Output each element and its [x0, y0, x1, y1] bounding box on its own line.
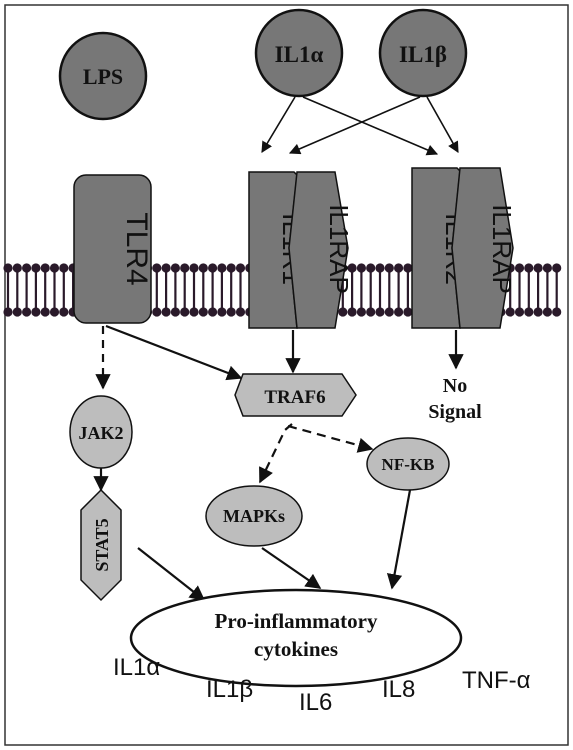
- lipid-head-inner: [226, 307, 236, 317]
- jak2-label: JAK2: [79, 423, 124, 443]
- cytokine-il1a: IL1α: [113, 654, 160, 681]
- lipid-head-inner: [22, 307, 32, 317]
- ligand-binding-arrows: [261, 96, 459, 156]
- lps-label: LPS: [83, 64, 123, 89]
- cytokine-arrows: [137, 489, 412, 601]
- il1rap-receptor-1: IL1RAP: [288, 171, 354, 329]
- lipid-head-outer: [524, 263, 534, 273]
- lipid-head-inner: [59, 307, 69, 317]
- lipid-head-inner: [524, 307, 534, 317]
- traf6-branch-arrows: [259, 423, 374, 484]
- stat5-node: STAT5: [80, 488, 122, 602]
- lipid-head-inner: [217, 307, 227, 317]
- lipid-head-outer: [375, 263, 385, 273]
- lipid-head-outer: [356, 263, 366, 273]
- lipid-head-inner: [152, 307, 162, 317]
- lipid-head-outer: [217, 263, 227, 273]
- lipid-head-inner: [49, 307, 60, 317]
- lipid-head-inner: [403, 307, 413, 317]
- traf6-label: TRAF6: [264, 387, 325, 408]
- lipid-head-outer: [533, 263, 543, 273]
- il1a-ligand: IL1α: [254, 8, 344, 98]
- lipid-head-outer: [403, 263, 413, 273]
- lipid-head-outer: [198, 263, 208, 273]
- lipid-head-inner: [542, 307, 553, 317]
- lipid-head-outer: [226, 263, 236, 273]
- no-signal-line2: Signal: [428, 401, 482, 423]
- stat5-label: STAT5: [92, 518, 112, 571]
- lipid-head-outer: [59, 263, 69, 273]
- lipid-head-inner: [375, 307, 385, 317]
- cytokine-il1b: IL1β: [206, 676, 253, 703]
- lipid-head-inner: [505, 307, 515, 317]
- tlr4-receptor: TLR4: [73, 174, 153, 324]
- cytokine-tnfa: TNF-α: [462, 667, 531, 694]
- lipid-head-outer: [49, 263, 60, 273]
- lipid-head-inner: [170, 307, 180, 317]
- lipid-head-outer: [40, 263, 50, 273]
- lipid-head-inner: [366, 307, 376, 317]
- lipid-head-outer: [366, 263, 376, 273]
- lipid-head-outer: [31, 263, 41, 273]
- lipid-head-outer: [208, 263, 218, 273]
- lipid-head-outer: [235, 263, 246, 273]
- lipid-head-inner: [180, 307, 190, 317]
- jak2-node: JAK2: [69, 395, 133, 469]
- lipid-head-inner: [356, 307, 366, 317]
- lipid-head-inner: [384, 307, 394, 317]
- cytokine-il8: IL8: [382, 676, 415, 703]
- lipid-head-inner: [189, 307, 199, 317]
- lipid-head-outer: [384, 263, 394, 273]
- lipid-head-outer: [170, 263, 180, 273]
- lipid-head-inner: [552, 307, 562, 317]
- lipid-head-outer: [189, 263, 199, 273]
- lipid-head-inner: [161, 307, 171, 317]
- mapks-label: MAPKs: [223, 506, 285, 526]
- lipid-head-inner: [12, 307, 22, 317]
- lipid-head-outer: [161, 263, 171, 273]
- lipid-head-inner: [198, 307, 208, 317]
- lipid-head-inner: [338, 307, 348, 317]
- lipid-head-inner: [347, 307, 357, 317]
- signal-arrows: [95, 324, 464, 390]
- il1a-label: IL1α: [275, 42, 324, 67]
- cytokines-label-line1: Pro-inflammatory: [215, 609, 378, 633]
- lipid-head-inner: [514, 307, 525, 317]
- lipid-head-inner: [40, 307, 50, 317]
- lipid-head-outer: [180, 263, 190, 273]
- lipid-head-outer: [514, 263, 525, 273]
- il1b-label: IL1β: [399, 42, 447, 67]
- lipid-head-inner: [235, 307, 246, 317]
- lipid-head-inner: [31, 307, 41, 317]
- lps-ligand: LPS: [58, 31, 148, 121]
- lipid-head-inner: [533, 307, 543, 317]
- il1rap-label-1: IL1RAP: [324, 204, 354, 294]
- lipid-head-outer: [152, 263, 162, 273]
- tlr4-label: TLR4: [120, 212, 153, 285]
- il1rap-receptor-2: IL1RAP: [451, 167, 517, 329]
- cytokine-il6: IL6: [299, 689, 332, 716]
- nfkb-node: NF-KB: [366, 437, 450, 491]
- lipid-head-inner: [3, 307, 13, 317]
- lipid-head-inner: [394, 307, 404, 317]
- lipid-head-outer: [552, 263, 562, 273]
- lipid-head-outer: [542, 263, 553, 273]
- lipid-head-inner: [208, 307, 218, 317]
- lipid-head-outer: [3, 263, 13, 273]
- mapks-node: MAPKs: [205, 485, 303, 547]
- lipid-head-outer: [12, 263, 22, 273]
- nfkb-label: NF-KB: [382, 455, 435, 474]
- il1b-ligand: IL1β: [378, 8, 468, 98]
- traf6-node: TRAF6: [234, 373, 357, 417]
- cytokines-node: Pro-inflammatory cytokines: [129, 588, 463, 688]
- cytokines-label-line2: cytokines: [254, 637, 338, 661]
- lipid-head-outer: [22, 263, 32, 273]
- no-signal-line1: No: [443, 375, 467, 397]
- il1rap-label-2: IL1RAP: [487, 204, 517, 294]
- lipid-head-outer: [347, 263, 357, 273]
- lipid-head-outer: [394, 263, 404, 273]
